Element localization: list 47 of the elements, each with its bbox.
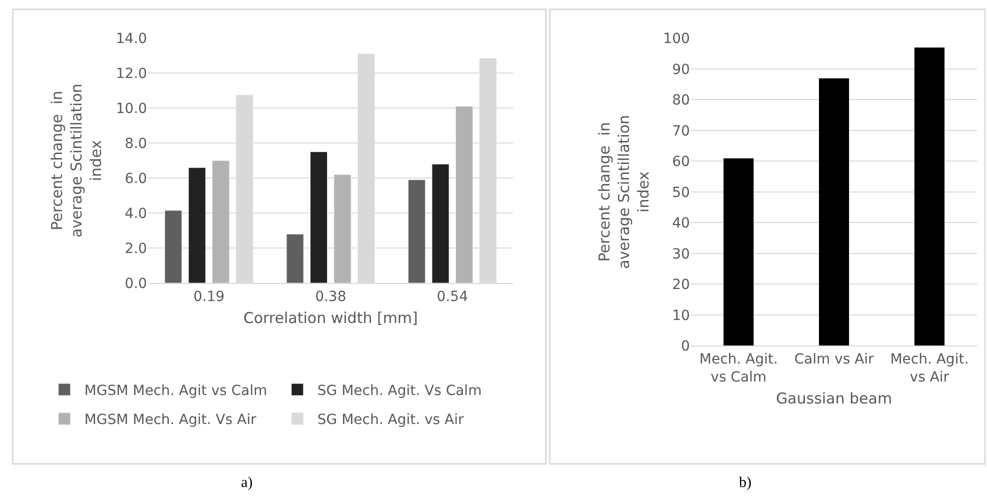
y-tick-label: 0 [680,338,690,355]
x-tick-label: Calm vs Air [794,352,874,368]
x-tick-label: 0.38 [315,288,346,305]
y-tick-label: 14.0 [116,31,148,48]
bar [914,47,945,346]
x-axis-title: Correlation width [mm] [243,308,418,327]
x-tick-label: Mech. Agit. vs Air [890,352,969,386]
y-tick-label: 60 [672,154,690,170]
x-tick-label: 0.54 [436,288,468,305]
bar [188,167,206,284]
text: b) [739,475,752,491]
y-tick-label: 50 [672,184,690,201]
x-axis-title: Gaussian beam [776,390,892,408]
bar [164,210,182,284]
y-tick-label: 0.0 [124,276,148,292]
legend-label: MGSM Mech. Agit. Vs Air [84,412,256,428]
y-tick-label: 8.0 [124,136,148,152]
bar [818,78,850,346]
bar [286,234,304,284]
y-tick-label: 4.0 [124,206,148,222]
legend-label: SG Mech. Agit. vs Air [317,412,464,428]
text: a) [241,475,253,491]
y-tick-label: 90 [672,62,690,78]
y-tick-label: 12.0 [116,66,148,82]
y-axis-title: Percent change in average Scintillation index [48,84,106,238]
bar [408,180,426,284]
y-tick-label: 80 [672,92,690,109]
y-tick-label: 10 [672,308,690,324]
y-tick-label: 10.0 [116,100,148,117]
y-tick-label: 100 [663,31,690,48]
x-tick-label: 0.19 [193,288,225,305]
y-tick-label: 20 [672,277,690,294]
bar [455,106,474,284]
legend-label: MGSM Mech. Agit vs Calm [84,382,268,399]
x-tick-label: Mech. Agit. vs Calm [699,352,778,386]
y-tick-label: 6.0 [124,170,148,187]
bar [432,164,450,284]
bar [723,158,754,346]
y-tick-label: 30 [672,246,690,262]
y-tick-label: 2.0 [124,240,148,257]
bar [212,160,230,284]
bar [334,174,352,284]
y-axis-title: Percent change in average Scintillation index [595,114,652,269]
y-tick-label: 70 [672,123,690,140]
y-tick-label: 40 [672,216,690,232]
legend-label: SG Mech. Agit. Vs Calm [317,382,482,399]
bar [310,152,328,284]
